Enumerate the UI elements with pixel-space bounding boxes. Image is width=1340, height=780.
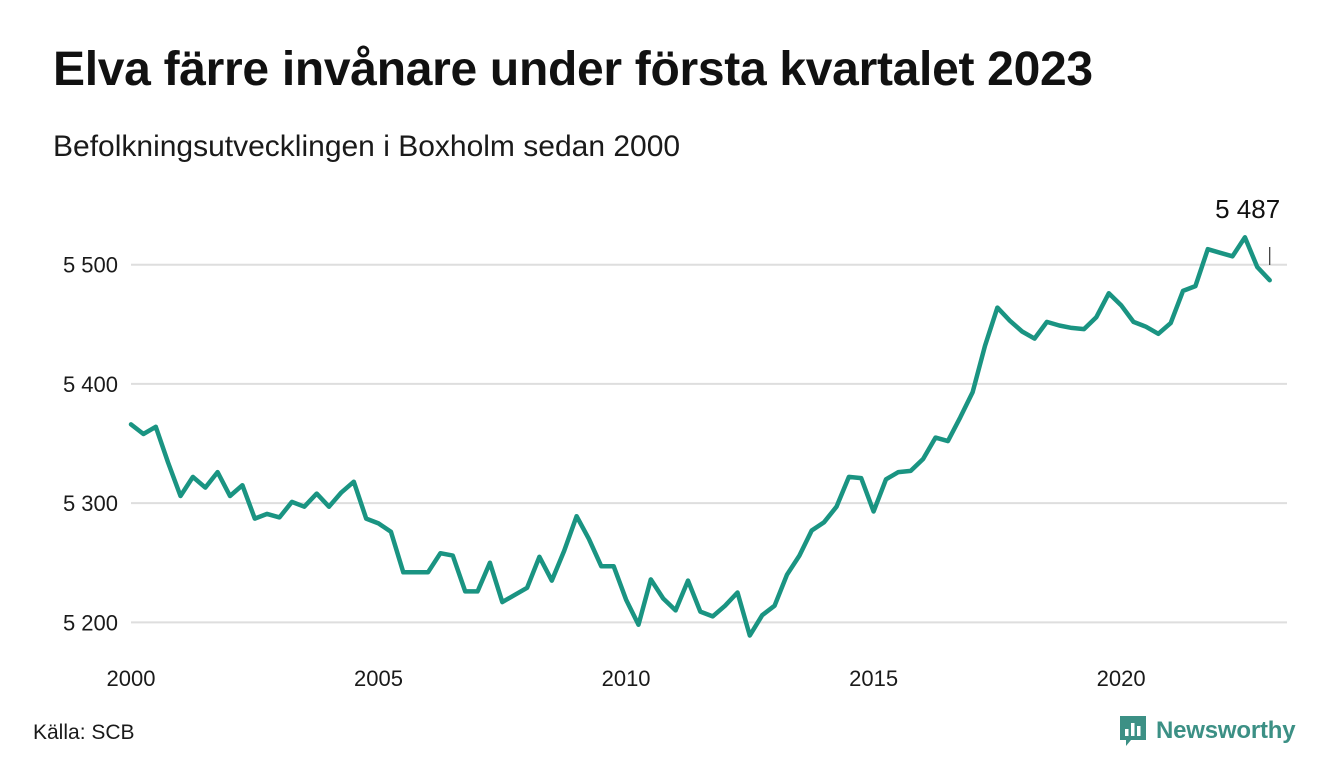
bar-chart-speech-bubble-icon: [1120, 716, 1146, 746]
series-line: [128, 235, 1272, 638]
y-tick-label: 5 300: [63, 491, 118, 516]
y-axis-ticks: 5 200 5 300 5 400 5 500: [63, 253, 118, 636]
y-tick-label: 5 400: [63, 372, 118, 397]
x-axis-ticks: 2000 2005 2010 2015 2020: [107, 666, 1146, 691]
annotation-group: 5 487: [1215, 194, 1280, 265]
gridlines: [131, 263, 1287, 624]
brand-logo: Newsworthy: [1118, 714, 1296, 748]
y-tick-label: 5 200: [63, 610, 118, 635]
chart-subtitle: Befolkningsutvecklingen i Boxholm sedan …: [53, 130, 681, 163]
source-label: Källa: SCB: [33, 721, 135, 744]
series-group: [128, 235, 1272, 638]
chart-title: Elva färre invånare under första kvartal…: [53, 43, 1093, 96]
brand-name: Newsworthy: [1156, 717, 1296, 744]
y-tick-label: 5 500: [63, 253, 118, 278]
x-tick-label: 2020: [1097, 666, 1146, 691]
x-tick-label: 2000: [107, 666, 156, 691]
x-tick-label: 2015: [849, 666, 898, 691]
annotation-label: 5 487: [1215, 194, 1280, 224]
x-tick-label: 2010: [602, 666, 651, 691]
x-tick-label: 2005: [354, 666, 403, 691]
